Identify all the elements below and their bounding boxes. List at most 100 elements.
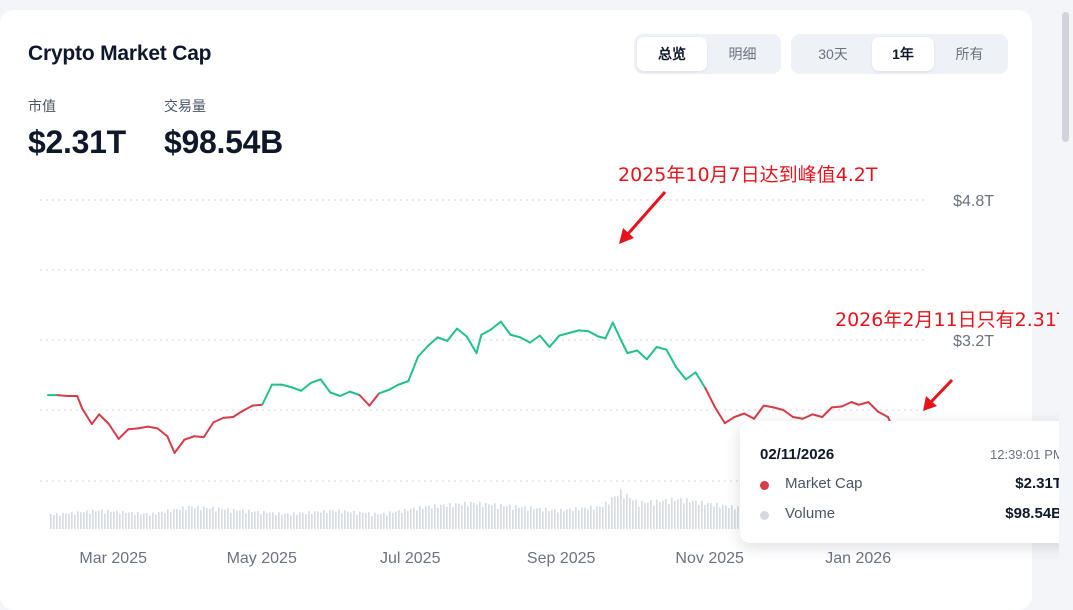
- volume-bar: [110, 511, 112, 529]
- volume-bar: [641, 500, 643, 529]
- volume-bar: [689, 502, 691, 529]
- market-cap-segment: [743, 412, 756, 420]
- market-cap-segment: [56, 394, 69, 397]
- volume-bar: [170, 512, 172, 529]
- volume-bar: [455, 503, 457, 529]
- market-cap-segment: [782, 409, 794, 418]
- volume-bar: [503, 506, 505, 529]
- market-cap-segment: [446, 327, 459, 342]
- volume-bar: [497, 508, 499, 529]
- volume-bar: [359, 511, 361, 529]
- volume-bar: [542, 511, 544, 529]
- market-cap-segment: [166, 435, 176, 454]
- volume-bar: [734, 509, 736, 529]
- market-cap-segment: [619, 337, 629, 355]
- x-tick-label: Nov 2025: [675, 550, 744, 567]
- volume-bar: [512, 509, 514, 529]
- x-axis-labels: Mar 2025 May 2025 Jul 2025 Sep 2025 Nov 2025…: [79, 550, 891, 567]
- volume-bar: [221, 509, 223, 529]
- market-cap-segment: [529, 334, 541, 344]
- market-cap-segment: [319, 378, 332, 394]
- page-scrollbar[interactable]: [1059, 0, 1073, 592]
- volume-bar: [89, 514, 91, 529]
- market-cap-segment: [877, 410, 889, 418]
- tab-details[interactable]: 明细: [728, 46, 757, 62]
- volume-bar: [344, 510, 346, 529]
- volume-bar: [104, 513, 106, 529]
- market-cap-segment: [577, 329, 590, 333]
- market-cap-segment: [684, 371, 697, 381]
- volume-bar: [272, 512, 274, 529]
- volume-bar: [539, 507, 541, 529]
- market-cap-segment: [456, 327, 468, 338]
- volume-bar: [446, 506, 448, 529]
- market-cap-segment: [222, 416, 235, 419]
- market-cap-segment: [811, 413, 824, 418]
- volume-bar: [644, 502, 646, 529]
- volume-bar: [383, 512, 385, 529]
- volume-bar: [587, 509, 589, 529]
- tab-1-year[interactable]: 1年: [872, 37, 934, 71]
- volume-bar: [737, 506, 739, 529]
- volume-bar: [191, 506, 193, 529]
- volume-bar: [662, 500, 664, 529]
- tab-overview[interactable]: 总览: [637, 37, 707, 71]
- tab-30-days[interactable]: 30天: [818, 46, 848, 62]
- volume-bar: [500, 503, 502, 529]
- tooltip-date: 02/11/2026: [760, 446, 835, 463]
- volume-bar: [593, 509, 595, 529]
- range-toggle: 30天 1年 所有: [791, 34, 1008, 74]
- volume-bar: [686, 498, 688, 529]
- volume-bar: [332, 510, 334, 529]
- volume-bar: [551, 509, 553, 529]
- market-cap-segment: [309, 378, 322, 384]
- volume-value: $98.54B: [164, 124, 283, 160]
- market-cap-segment: [519, 336, 532, 344]
- volume-bar: [206, 507, 208, 529]
- volume-bar: [698, 504, 700, 529]
- market-cap-label: 市值: [28, 98, 56, 114]
- tab-all[interactable]: 所有: [955, 46, 984, 62]
- volume-bar: [179, 510, 181, 529]
- volume-bar: [134, 514, 136, 529]
- volume-bar: [668, 504, 670, 529]
- market-cap-segment: [645, 346, 658, 361]
- y-tick-label-0: $4.8T: [953, 193, 994, 210]
- volume-bar: [188, 505, 190, 529]
- x-tick-label: May 2025: [227, 550, 297, 567]
- volume-bar: [653, 505, 655, 529]
- market-cap-segment: [426, 336, 439, 348]
- market-cap-segment: [499, 320, 512, 336]
- volume-bar: [257, 510, 259, 529]
- volume-bar: [707, 502, 709, 529]
- volume-bar: [242, 509, 244, 529]
- volume-bar: [728, 508, 730, 529]
- market-cap-segment: [436, 336, 449, 342]
- volume-bar: [254, 511, 256, 529]
- volume-bar: [650, 500, 652, 529]
- volume-bar: [278, 512, 280, 529]
- volume-bar: [320, 512, 322, 529]
- volume-bar: [620, 489, 622, 529]
- market-cap-segment: [714, 406, 726, 425]
- volume-bar: [368, 512, 370, 529]
- volume-bar: [419, 506, 421, 529]
- volume-bar: [563, 511, 565, 529]
- volume-bar: [335, 511, 337, 529]
- tooltip-row-market-cap: Market Cap $2.31T: [760, 475, 1062, 495]
- market-cap-segment: [339, 390, 351, 397]
- volume-bar: [581, 507, 583, 529]
- volume-bar: [125, 513, 127, 529]
- volume-bar: [521, 507, 523, 529]
- market-cap-segment: [212, 416, 225, 424]
- scrollbar-thumb[interactable]: [1062, 12, 1069, 142]
- volume-bar: [116, 510, 118, 529]
- volume-bar: [68, 513, 70, 529]
- volume-bar: [287, 513, 289, 529]
- volume-bar: [59, 515, 61, 529]
- market-cap-segment: [280, 383, 293, 389]
- volume-bar: [266, 513, 268, 529]
- volume-bar: [251, 511, 253, 529]
- market-cap-segment: [329, 391, 342, 397]
- volume-bar: [533, 509, 535, 529]
